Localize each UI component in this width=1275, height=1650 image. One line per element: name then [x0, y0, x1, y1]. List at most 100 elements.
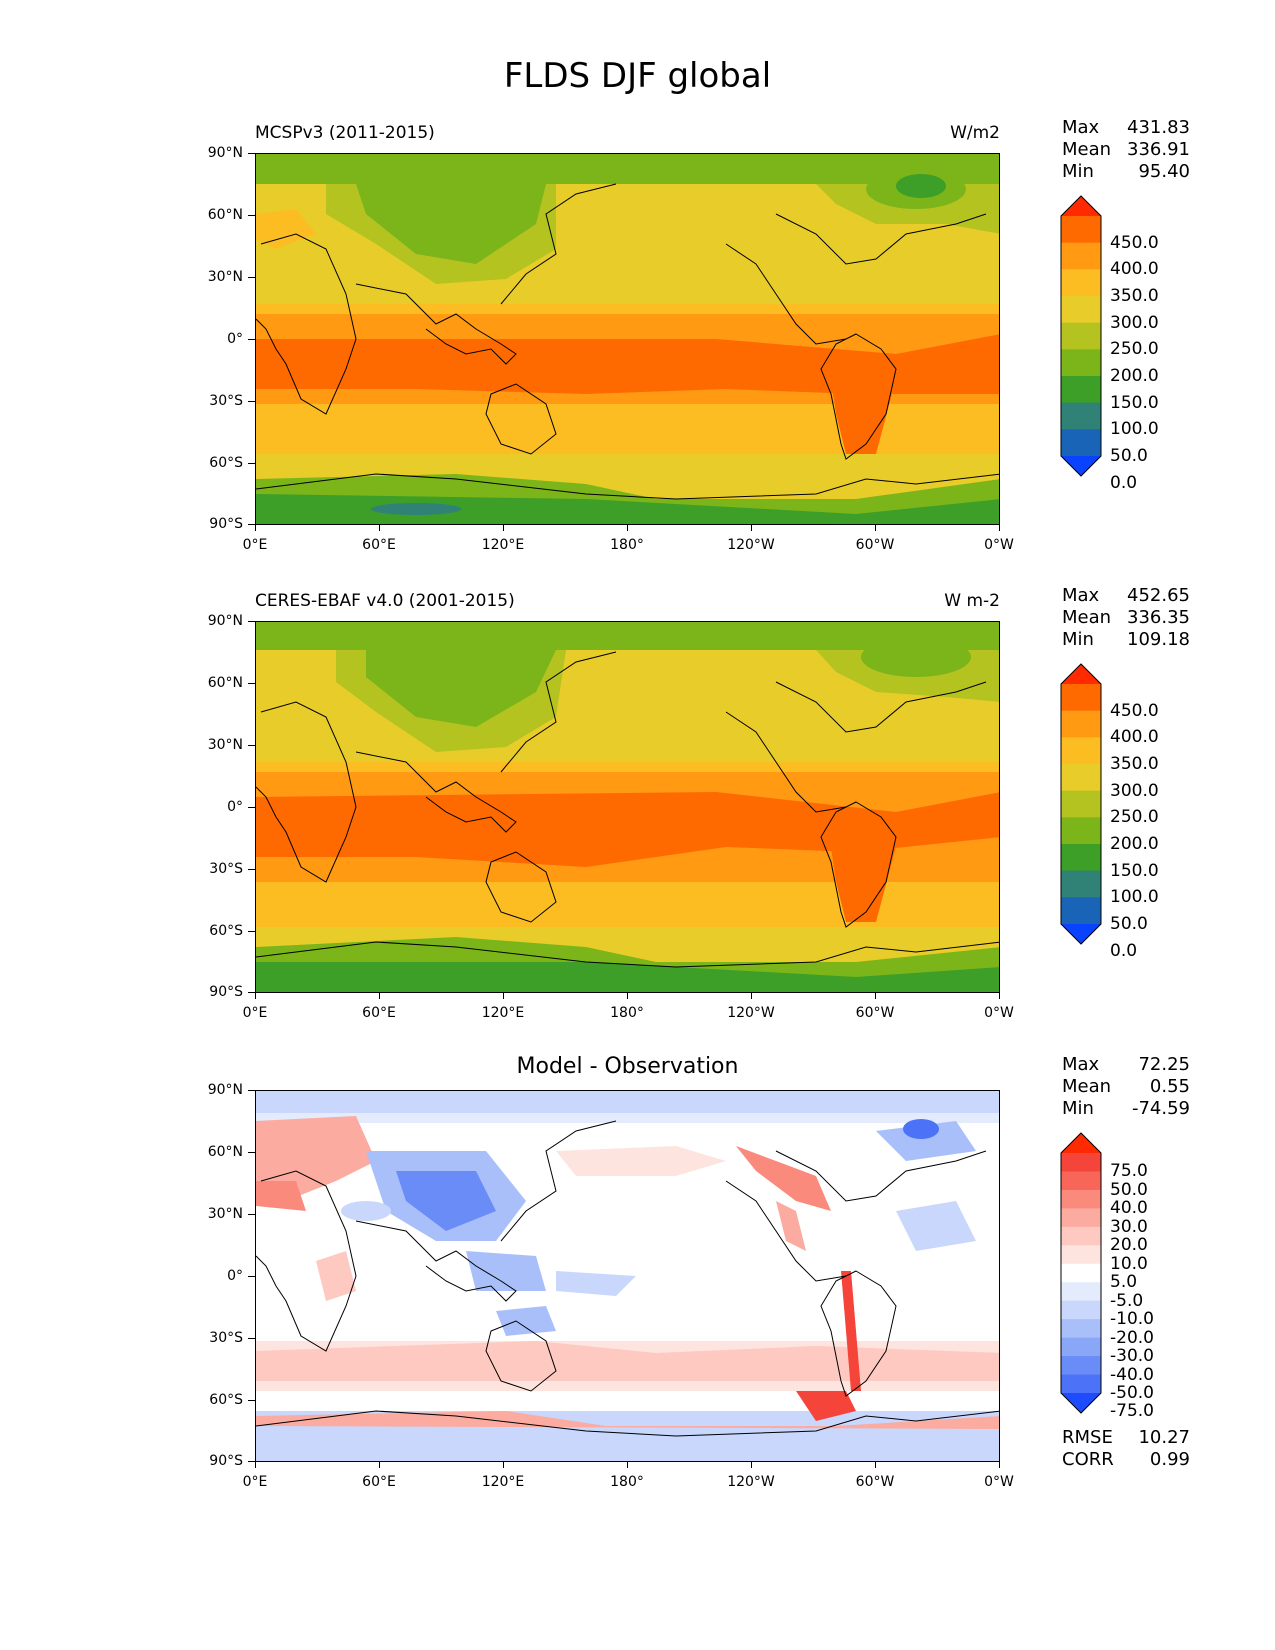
- colorbar-segment: [1061, 242, 1101, 270]
- colorbar-tick-label: 200.0: [1110, 834, 1159, 854]
- colorbar-segment: [1061, 790, 1101, 818]
- map-field: [256, 1091, 999, 1461]
- panel-observation: CERES-EBAF v4.0 (2001-2015) W m-2: [0, 583, 1275, 1043]
- colorbar-tick-label: 300.0: [1110, 780, 1159, 801]
- x-tick-label: 0°E: [242, 1005, 268, 1021]
- y-tick-label: 30°S: [209, 393, 243, 409]
- colorbar-segment: [1061, 1374, 1101, 1394]
- colorbar-tick-label: 10.0: [1110, 1253, 1148, 1274]
- x-tick-label: 0°W: [984, 1005, 1014, 1021]
- colorbar-segment: [1061, 897, 1101, 925]
- colorbar-segment: [1061, 1300, 1101, 1320]
- y-tick-label: 60°N: [207, 1144, 243, 1160]
- colorbar-tick-label: 100.0: [1110, 887, 1159, 908]
- metrics-box: RMSE 10.27 CORR 0.99: [1062, 1427, 1190, 1470]
- y-tick-label: 60°S: [209, 455, 243, 471]
- map-plot[interactable]: [255, 621, 1000, 993]
- colorbar-tick-label: 50.0: [1110, 446, 1148, 466]
- stats-box: Max 72.25 Mean 0.55 Min -74.59: [1062, 1054, 1190, 1119]
- colorbar-tick-label: -10.0: [1110, 1309, 1154, 1330]
- stat-max: 431.83: [1127, 117, 1190, 138]
- colorbar-segment: [1061, 296, 1101, 324]
- panel-model: MCSPv3 (2011-2015) W/m2: [0, 115, 1275, 575]
- colorbar-tick-label: 50.0: [1110, 914, 1148, 934]
- stat-min: 109.18: [1127, 629, 1190, 650]
- colorbar-tick-label: 450.0: [1110, 700, 1159, 721]
- y-tick-label: 30°S: [209, 861, 243, 877]
- x-tick-label: 0°W: [984, 1474, 1014, 1490]
- colorbar-segment: [1061, 322, 1101, 350]
- colorbar-segment: [1061, 1245, 1101, 1265]
- colorbar-segment: [1061, 1319, 1101, 1339]
- colorbar-tick-label: -5.0: [1110, 1290, 1144, 1311]
- figure-title: FLDS DJF global: [503, 56, 772, 96]
- colorbar-segment: [1061, 216, 1101, 244]
- panel-left-title: CERES-EBAF v4.0 (2001-2015): [255, 591, 515, 611]
- panel-units: W m-2: [944, 591, 1000, 611]
- colorbar-tick-label: -30.0: [1110, 1346, 1154, 1367]
- colorbar-segment: [1061, 737, 1101, 765]
- x-tick-label: 0°E: [242, 537, 268, 553]
- colorbar-tick-label: 400.0: [1110, 259, 1159, 280]
- corr-value: 0.99: [1149, 1449, 1190, 1470]
- panel-center-title: Model - Observation: [516, 1054, 739, 1079]
- x-tick-label: 120°E: [481, 537, 525, 553]
- colorbar-tick-label: 250.0: [1110, 807, 1159, 828]
- y-tick-label: 30°S: [209, 1330, 243, 1346]
- colorbar-segment: [1061, 269, 1101, 297]
- colorbar-segment: [1061, 710, 1101, 738]
- colorbar-tick-label: 40.0: [1110, 1198, 1148, 1219]
- colorbar-svg: [1060, 195, 1102, 477]
- colorbar-tick-label: -50.0: [1110, 1383, 1154, 1403]
- colorbar-segment: [1061, 376, 1101, 404]
- stat-mean: 336.35: [1127, 607, 1190, 628]
- y-tick-label: 30°N: [207, 737, 243, 753]
- colorbar-tick-label: 300.0: [1110, 312, 1159, 333]
- x-tick-label: 180°: [610, 1005, 644, 1021]
- y-tick-label: 90°S: [209, 1453, 243, 1469]
- colorbar-outline: [1060, 1132, 1102, 1414]
- colorbar-tick-label: 20.0: [1110, 1235, 1148, 1256]
- colorbar-segment: [1061, 764, 1101, 792]
- colorbar-svg: [1060, 1132, 1102, 1414]
- map-plot[interactable]: [255, 153, 1000, 525]
- x-tick-label: 120°W: [727, 1005, 775, 1021]
- stat-max: 72.25: [1138, 1054, 1190, 1075]
- y-tick-label: 90°S: [209, 984, 243, 1000]
- colorbar-top-arrow: [1061, 1133, 1101, 1153]
- colorbar-top-arrow: [1061, 196, 1101, 216]
- stat-max: 452.65: [1127, 585, 1190, 606]
- colorbar-segment: [1061, 1189, 1101, 1209]
- colorbar-outline: [1060, 663, 1102, 945]
- colorbar-tick-label: 5.0: [1110, 1272, 1138, 1293]
- colorbar-segment: [1061, 349, 1101, 377]
- y-tick-label: 90°S: [209, 516, 243, 532]
- colorbar-tick-label: 400.0: [1110, 727, 1159, 748]
- y-tick-label: 90°N: [207, 613, 243, 629]
- colorbar-outline: [1060, 195, 1102, 477]
- stat-mean: 336.91: [1127, 139, 1190, 160]
- y-tick-label: 60°N: [207, 207, 243, 223]
- colorbar-segment: [1061, 1226, 1101, 1246]
- y-tick-label: 60°N: [207, 675, 243, 691]
- rmse-value: 10.27: [1138, 1427, 1190, 1448]
- x-tick-label: 120°E: [481, 1005, 525, 1021]
- x-tick-label: 120°W: [727, 537, 775, 553]
- map-plot[interactable]: [255, 1090, 1000, 1462]
- stats-box: Max 431.83 Mean 336.91 Min 95.40: [1062, 117, 1190, 182]
- colorbar-svg: [1060, 663, 1102, 945]
- stat-min: 95.40: [1138, 161, 1190, 182]
- colorbar-tick-label: 0.0: [1110, 940, 1138, 961]
- colorbar-top-arrow: [1061, 664, 1101, 684]
- stat-min: -74.59: [1131, 1098, 1190, 1119]
- colorbar-segment: [1061, 429, 1101, 457]
- map-field: [256, 622, 999, 992]
- stats-box: Max 452.65 Mean 336.35 Min 109.18: [1062, 585, 1190, 650]
- y-tick-label: 90°N: [207, 145, 243, 161]
- colorbar-segment: [1061, 402, 1101, 430]
- colorbar-tick-label: 75.0: [1110, 1161, 1148, 1182]
- y-tick-label: 60°S: [209, 923, 243, 939]
- x-tick-label: 180°: [610, 1474, 644, 1490]
- x-tick-label: 60°E: [362, 1005, 396, 1021]
- y-tick-label: 30°N: [207, 269, 243, 285]
